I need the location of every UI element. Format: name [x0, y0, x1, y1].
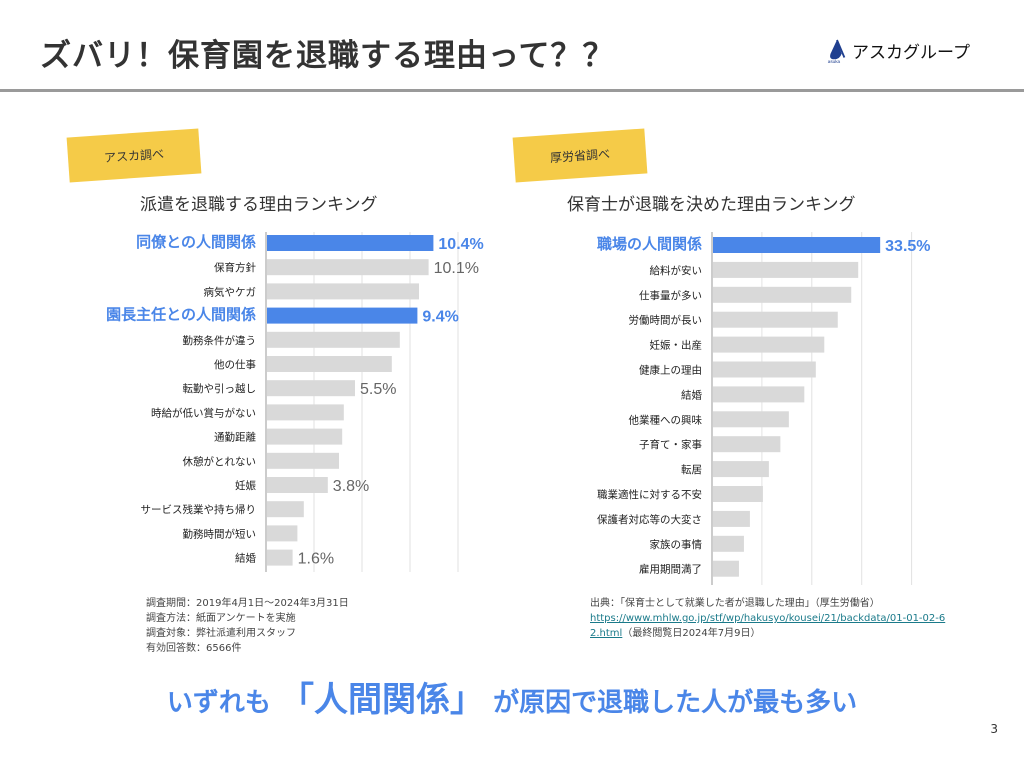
data-label: 3.8%: [333, 478, 369, 495]
bar: [713, 535, 744, 552]
category-label: 転勤や引っ越し: [183, 382, 257, 395]
logo-mark-icon: asuka: [828, 39, 846, 63]
conclusion-highlight: 「人間関係」: [280, 680, 484, 720]
category-label: 園長主任との人間関係: [106, 306, 256, 324]
data-label: 1.6%: [298, 551, 334, 568]
company-logo: asuka アスカグループ: [826, 38, 970, 63]
category-label: 時給が低い賞与がない: [151, 406, 256, 419]
bar: [713, 361, 816, 378]
category-label: 病気やケガ: [204, 285, 257, 298]
conclusion-post: が原因で退職した人が最も多い: [493, 688, 858, 718]
slide-title: ズバリ！保育園を退職する理由って？？: [40, 38, 615, 74]
bar: [267, 235, 434, 251]
bar: [713, 486, 763, 502]
bar: [267, 331, 400, 348]
bar: [713, 261, 859, 278]
bar: [267, 428, 343, 445]
conclusion: いずれも 「人間関係」 が原因で退職した人が最も多い: [0, 672, 1024, 721]
survey-notes: 調査期間：2019年4月1日～2024年3月31日 調査方法：紙面アンケートを実…: [146, 596, 349, 656]
source-date: （最終閲覧日2024年7月9日）: [622, 628, 761, 639]
bar: [267, 259, 429, 276]
category-label: 労働時間が長い: [629, 314, 703, 327]
bar: [713, 237, 881, 253]
page-number: 3: [990, 722, 998, 736]
data-label: 10.1%: [434, 260, 479, 277]
bar: [713, 411, 789, 428]
bar: [713, 386, 805, 403]
category-label: 勤務条件が違う: [183, 334, 257, 347]
bar: [713, 461, 769, 478]
category-label: 同僚との人間関係: [136, 233, 256, 251]
data-label: 10.4%: [438, 236, 483, 253]
bar: [713, 510, 750, 527]
category-label: 結婚: [681, 388, 702, 401]
category-label: 雇用期間満了: [639, 563, 702, 576]
category-label: 妊娠・出産: [650, 339, 703, 352]
data-label: 33.5%: [885, 238, 930, 255]
category-label: 保育方針: [214, 261, 256, 274]
bar: [267, 404, 344, 421]
category-label: 職業適性に対する不安: [597, 488, 702, 501]
category-label: 仕事量が多い: [639, 289, 702, 302]
bar: [267, 283, 419, 300]
chart-title-left: 派遣を退職する理由ランキング: [140, 195, 378, 215]
logo-text: アスカグループ: [852, 43, 970, 63]
category-label: 家族の事情: [650, 538, 703, 551]
note-line: 調査対象：弊社派遣利用スタッフ: [146, 628, 296, 639]
header-divider: [0, 89, 1024, 92]
category-label: 保護者対応等の大変さ: [597, 513, 702, 526]
bar: [267, 380, 355, 397]
logo-sub: asuka: [828, 59, 841, 63]
note-line: 有効回答数：6566件: [146, 643, 242, 654]
source-notes: 出典：「保育士として就業した者が退職した理由」（厚生労働省） https://w…: [590, 596, 950, 641]
category-label: サービス残業や持ち帰り: [141, 503, 257, 516]
category-label: 他の仕事: [214, 358, 256, 371]
category-label: 健康上の理由: [639, 364, 702, 377]
category-label: 給料が安い: [650, 264, 703, 277]
bar: [713, 560, 739, 577]
bar: [267, 477, 328, 493]
source-text: 出典：「保育士として就業した者が退職した理由」（厚生労働省）: [590, 598, 880, 609]
data-label: 9.4%: [422, 309, 458, 326]
category-label: 通勤距離: [214, 431, 256, 444]
category-label: 転居: [681, 464, 702, 476]
bar: [713, 336, 825, 353]
category-label: 他業種への興味: [629, 413, 703, 426]
bar: [267, 356, 392, 372]
source-link[interactable]: https://www.mhlw.go.jp/stf/wp/hakusyo/ko…: [590, 613, 946, 639]
category-label: 子育て・家事: [639, 438, 702, 451]
bar: [713, 286, 852, 303]
bar: [713, 436, 781, 453]
chart-title-right: 保育士が退職を決めた理由ランキング: [567, 195, 856, 215]
category-label: 職場の人間関係: [597, 235, 702, 253]
bar: [267, 549, 293, 566]
data-label: 5.5%: [360, 381, 396, 398]
category-label: 勤務時間が短い: [183, 527, 257, 540]
bar: [713, 311, 838, 328]
conclusion-pre: いずれも: [166, 688, 271, 718]
category-label: 妊娠: [235, 479, 256, 492]
category-label: 結婚: [235, 552, 256, 565]
bar: [267, 307, 418, 324]
note-line: 調査期間：2019年4月1日～2024年3月31日: [146, 598, 349, 609]
bar: [267, 452, 339, 469]
note-line: 調査方法：紙面アンケートを実施: [146, 613, 296, 624]
bar: [267, 525, 298, 542]
category-label: 休憩がとれない: [183, 455, 257, 468]
bar: [267, 501, 304, 518]
